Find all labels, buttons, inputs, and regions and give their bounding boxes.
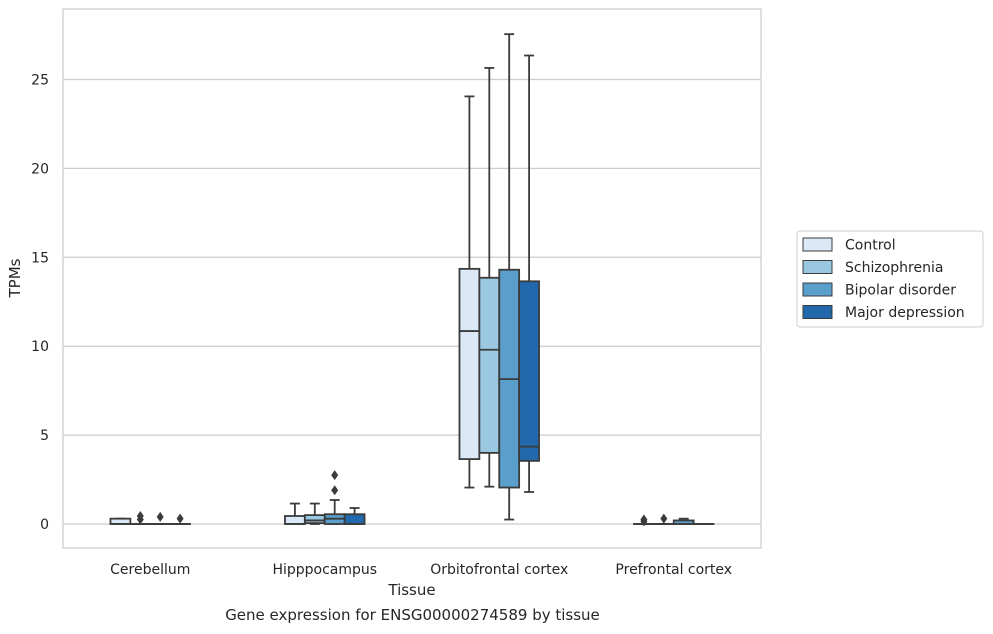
legend-label-4: Major depression [845, 305, 965, 321]
x-axis-title: Tissue [387, 581, 435, 599]
box-s2-c3 [478, 67, 501, 488]
legend: Control Schizophrenia Bipolar disorder Majo… [796, 230, 984, 328]
box-s2-c1 [129, 510, 152, 525]
y-tick-label-10: 10 [31, 339, 49, 355]
y-tick-label-15: 15 [31, 250, 49, 266]
legend-swatch-4 [802, 305, 833, 319]
outlier-point-1 [660, 513, 668, 524]
legend-label-3: Bipolar disorder [845, 283, 956, 299]
box-s1-c3 [458, 95, 481, 489]
gridlines [63, 78, 761, 525]
y-tick-label-0: 0 [40, 517, 49, 533]
series-3 [149, 33, 695, 525]
x-tick-label-2: Hipppocampus [272, 562, 377, 578]
box-body [343, 513, 366, 525]
box-s3-c2 [323, 470, 346, 525]
box-body [284, 515, 306, 525]
y-axis-title: TPMs [6, 258, 24, 298]
outlier-point-1 [176, 513, 184, 524]
box-s4-c3 [518, 54, 540, 493]
y-tick-label-20: 20 [31, 161, 49, 177]
box-s1-c1 [109, 517, 132, 525]
series-4 [169, 54, 715, 525]
box-s1-c2 [284, 502, 306, 525]
x-tick-labels: Cerebellum Hipppocampus Orbitofrontal cort… [110, 562, 732, 578]
box-s1-c4 [633, 514, 655, 527]
outlier-point-2 [136, 510, 144, 521]
box-body [518, 280, 540, 462]
box-s3-c1 [149, 511, 172, 525]
legend-label-1: Control [845, 238, 896, 254]
legend-swatch-2 [802, 260, 833, 274]
box-s3-c4 [672, 517, 695, 525]
box-s2-c4 [652, 513, 675, 525]
chart-caption: Gene expression for ENSG00000274589 by t… [225, 606, 600, 624]
legend-frame [796, 230, 984, 328]
box-s2-c2 [303, 502, 326, 525]
outlier-point-2 [331, 470, 339, 481]
outlier-point-1 [156, 511, 164, 522]
y-tick-label-25: 25 [31, 73, 49, 89]
plot-area-frame [62, 8, 762, 549]
legend-swatch-1 [802, 237, 833, 252]
box-body [303, 514, 326, 525]
box-body [458, 267, 481, 461]
legend-label-2: Schizophrenia [845, 260, 943, 276]
y-tick-labels: 0 5 10 15 20 25 [31, 73, 49, 534]
box-s3-c3 [498, 33, 521, 521]
x-tick-label-3: Orbitofrontal cortex [430, 562, 568, 578]
series-1 [109, 95, 655, 527]
box-s4-c1 [169, 513, 191, 525]
box-body [478, 276, 501, 454]
box-s4-c2 [343, 507, 366, 525]
outlier-point-2 [640, 514, 648, 525]
y-tick-label-5: 5 [40, 428, 49, 444]
x-tick-label-4: Prefrontal cortex [615, 562, 732, 578]
box-series [109, 33, 715, 527]
series-2 [129, 67, 675, 525]
x-tick-label-1: Cerebellum [110, 562, 190, 578]
legend-swatch-3 [802, 282, 833, 297]
outlier-point-1 [331, 485, 339, 496]
